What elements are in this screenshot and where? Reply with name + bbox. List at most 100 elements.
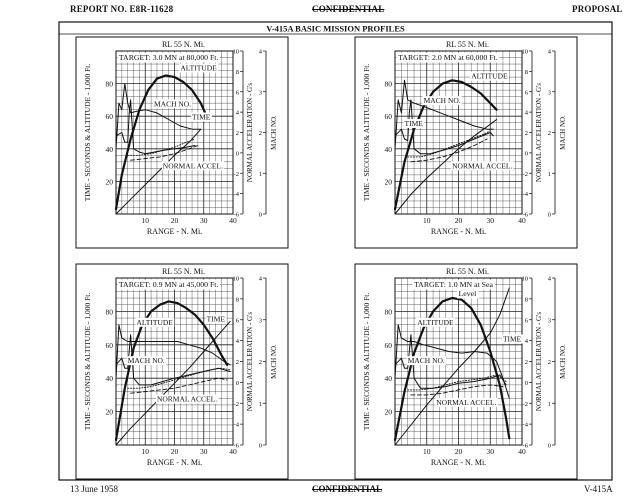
proposal-label: PROPOSAL xyxy=(572,4,623,14)
series-line-time xyxy=(115,320,231,446)
accel-tick-label: 10 xyxy=(233,276,240,283)
y-tick-label: 80 xyxy=(385,307,393,316)
accel-axis-label: NORMAL ACCELERATION - G's xyxy=(246,312,254,411)
accel-axis-label: NORMAL ACCELERATION - G's xyxy=(246,83,254,182)
y-tick-label: 60 xyxy=(385,112,393,121)
series-label: TIME xyxy=(207,314,226,323)
range-label: RL 55 N. Mi. xyxy=(446,267,489,276)
x-tick-label: 40 xyxy=(518,447,526,456)
y-tick-label: 40 xyxy=(106,374,114,383)
report-date: 13 June 1958 xyxy=(70,484,118,494)
target-text: TARGET: 3.0 MN at 80,000 Ft. xyxy=(119,53,219,62)
series-line-mach-no xyxy=(115,83,202,150)
series-label-backing xyxy=(416,317,456,327)
y-tick-label: 60 xyxy=(385,341,393,350)
series-label-backing xyxy=(153,99,193,109)
y-tick-label: 80 xyxy=(106,80,114,89)
series-label: MACH NO. xyxy=(128,356,165,365)
accel-tick-label: 2 xyxy=(525,359,528,366)
target-text: TARGET: 0.9 MN at 45,000 Ft. xyxy=(119,280,219,289)
plot-area-border xyxy=(115,50,234,215)
x-tick-label: 30 xyxy=(200,216,208,225)
series-line-normal-accel xyxy=(394,334,507,389)
series-label: TIME xyxy=(192,112,211,121)
x-axis-label: RANGE - N. Mi. xyxy=(147,227,202,236)
mach-tick-label: 4 xyxy=(548,49,552,56)
mach-tick-label: 1 xyxy=(548,171,551,178)
series-line-normal-accel xyxy=(115,99,196,155)
y-tick-label: 80 xyxy=(106,307,114,316)
target-annotation: TARGET: 0.9 MN at 45,000 Ft. xyxy=(117,279,220,290)
mach-tick-label: 0 xyxy=(259,443,262,450)
target-text: TARGET: 2.0 MN at 60,000 Ft. xyxy=(398,53,498,62)
series-line-time xyxy=(394,119,498,215)
series-label: NORMAL ACCEL. xyxy=(163,161,223,170)
mach-axis-label: MACH NO. xyxy=(559,115,567,150)
accel-tick-label: 0 xyxy=(525,150,528,157)
target-text-backing xyxy=(396,52,500,63)
y-tick-label: 20 xyxy=(106,177,114,186)
mach-tick-label: 3 xyxy=(259,89,262,96)
y-tick-label: 20 xyxy=(385,177,393,186)
footer-classification-marking: CONFIDENTIAL xyxy=(312,484,383,494)
series-line-altitude xyxy=(393,296,511,442)
range-label: RL 55 N. Mi. xyxy=(162,40,205,49)
series-label: ALTITUDE xyxy=(471,72,508,81)
target-text-backing xyxy=(457,288,479,299)
series-label-backing xyxy=(155,394,219,404)
accel-tick-label: -6 xyxy=(234,212,240,219)
series-label-backing xyxy=(191,112,212,122)
accel-tick-label: -4 xyxy=(234,191,240,198)
series-label-backing xyxy=(161,161,225,171)
panel-frame xyxy=(75,263,289,480)
x-tick-label: 40 xyxy=(229,216,237,225)
x-tick-label: 10 xyxy=(142,447,150,456)
x-tick-label: 30 xyxy=(200,447,208,456)
mach-tick-label: 2 xyxy=(548,130,551,137)
series-label: TIME xyxy=(405,119,424,128)
accel-tick-label: 8 xyxy=(236,69,239,76)
accel-tick-label: -2 xyxy=(234,171,239,178)
mach-tick-label: 3 xyxy=(548,89,551,96)
series-label-backing xyxy=(126,356,166,366)
accel-tick-label: -6 xyxy=(523,443,529,450)
series-line-normal-accel xyxy=(394,99,494,155)
series-label-backing xyxy=(135,317,175,327)
accel-tick-label: 6 xyxy=(525,317,529,324)
series-line-dashed xyxy=(410,384,504,396)
series-label-backing xyxy=(435,397,498,407)
series-line-time xyxy=(115,128,202,215)
series-line-altitude xyxy=(114,74,208,211)
series-line-altitude xyxy=(393,79,498,211)
series-label: ALTITUDE xyxy=(180,64,217,73)
plot-area-border xyxy=(394,50,523,215)
series-label: MACH NO. xyxy=(154,99,191,108)
accel-tick-label: -4 xyxy=(523,422,529,429)
x-tick-label: 40 xyxy=(229,447,237,456)
accel-tick-label: 0 xyxy=(236,380,239,387)
series-line-dotted xyxy=(407,374,507,391)
target-text-backing xyxy=(412,279,495,290)
accel-tick-label: 0 xyxy=(236,150,239,157)
mach-tick-label: 4 xyxy=(259,276,263,283)
series-line-dotted xyxy=(127,367,231,389)
mach-tick-label: 3 xyxy=(259,317,262,324)
series-line-dotted xyxy=(407,130,491,158)
accel-tick-label: 2 xyxy=(236,359,239,366)
series-label: ALTITUDE xyxy=(136,318,173,327)
mach-tick-label: 1 xyxy=(259,401,262,408)
target-text: Level xyxy=(459,289,478,298)
mach-tick-label: 2 xyxy=(259,130,262,137)
accel-tick-label: -6 xyxy=(523,212,529,219)
x-tick-label: 30 xyxy=(487,447,495,456)
series-line-time xyxy=(394,287,510,446)
range-label: RL 55 N. Mi. xyxy=(446,40,489,49)
y-tick-label: 20 xyxy=(385,408,393,417)
series-line-altitude xyxy=(114,300,229,442)
accel-tick-label: 4 xyxy=(525,338,529,345)
accel-tick-label: 2 xyxy=(236,130,239,137)
accel-tick-label: 10 xyxy=(233,49,240,56)
